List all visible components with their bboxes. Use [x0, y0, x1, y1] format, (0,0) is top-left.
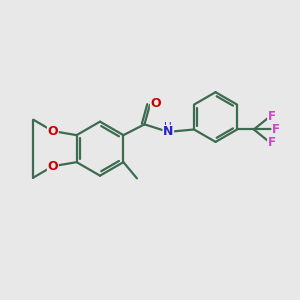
Text: O: O [151, 97, 161, 110]
Text: F: F [268, 136, 276, 149]
Text: F: F [272, 123, 280, 136]
Text: H: H [164, 122, 172, 132]
Text: O: O [47, 160, 58, 173]
Text: F: F [268, 110, 276, 123]
Text: N: N [163, 125, 173, 138]
Text: O: O [47, 124, 58, 138]
